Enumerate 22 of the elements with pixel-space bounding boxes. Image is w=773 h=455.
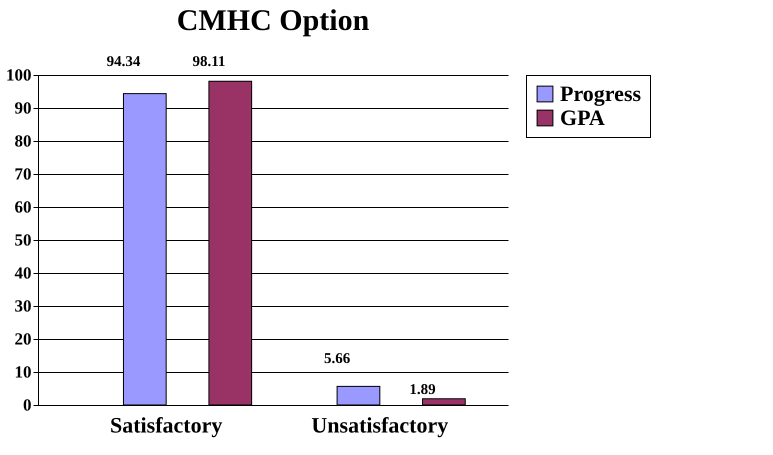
y-tick-label: 40 [14, 264, 32, 282]
y-tick-label: 30 [14, 296, 32, 316]
bar [336, 386, 380, 406]
legend-label: Progress [560, 81, 642, 106]
y-tick-label: 0 [23, 396, 32, 414]
data-label: 5.66 [324, 351, 351, 367]
x-tick-label: Unsatisfactory [311, 412, 448, 438]
data-label: 98.11 [192, 54, 226, 70]
y-tick-label: 20 [14, 330, 32, 348]
y-tick-label: 50 [14, 230, 32, 250]
chart-title: CMHC Option [176, 4, 370, 37]
y-tick-label: 80 [14, 132, 32, 150]
data-label: 94.34 [106, 54, 141, 70]
y-tick-label: 100 [6, 66, 32, 84]
x-tick-label: Satisfactory [110, 412, 222, 438]
y-tick-label: 90 [14, 98, 32, 118]
y-tick-label: 70 [14, 164, 32, 184]
data-label: 1.89 [409, 382, 436, 398]
legend-label: GPA [560, 105, 605, 130]
bar [422, 398, 466, 406]
y-tick-label: 60 [14, 198, 32, 216]
y-tick-label: 10 [14, 362, 32, 382]
